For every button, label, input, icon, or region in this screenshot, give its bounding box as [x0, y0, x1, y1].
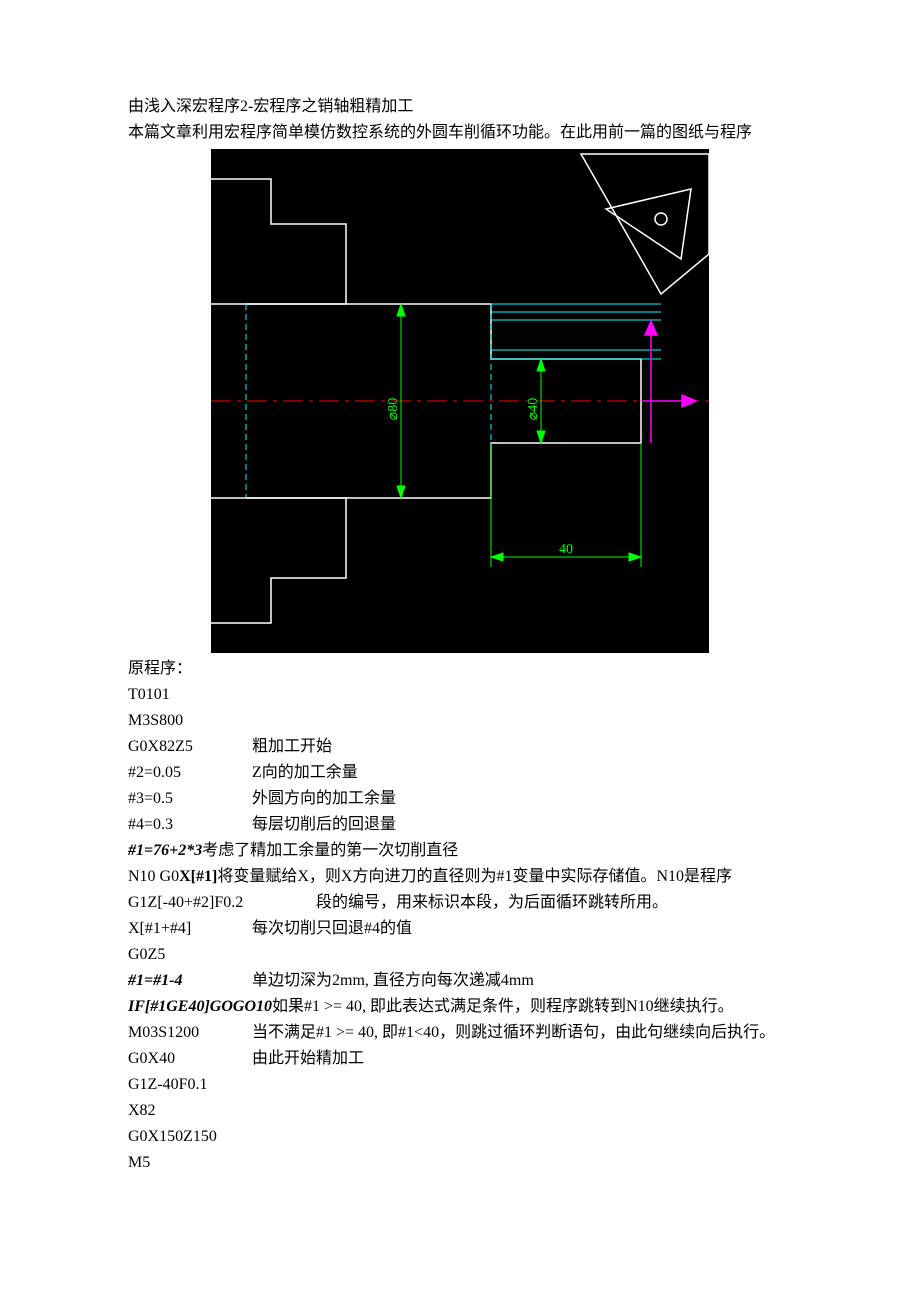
- code-line-2: G0X82Z5粗加工开始: [128, 735, 792, 759]
- title: 由浅入深宏程序2-宏程序之销轴粗精加工: [128, 95, 792, 119]
- code-line-9: G1Z[-40+#2]F0.2 段的编号，用来标识本段，为后面循环跳转所用。: [128, 891, 792, 915]
- tail-line-3: M5: [128, 1151, 792, 1175]
- motion-arrows: [641, 321, 696, 443]
- cmd: G0X40: [128, 1047, 252, 1071]
- tail-line-2: G0X150Z150: [128, 1125, 792, 1149]
- tail-line-0: G1Z-40F0.1: [128, 1073, 792, 1097]
- comment: 单边切深为2mm, 直径方向每次递减4mm: [252, 969, 534, 993]
- comment: Z向的加工余量: [252, 761, 358, 785]
- tool-insert: [581, 154, 709, 294]
- cmd-bold: X[#1]: [179, 868, 217, 885]
- cmd: M03S1200: [128, 1021, 252, 1045]
- cmd: #1=76+2*3: [128, 842, 202, 859]
- code-line-12: #1=#1-4 单边切深为2mm, 直径方向每次递减4mm: [128, 969, 792, 993]
- code-line-4: #3=0.5外圆方向的加工余量: [128, 787, 792, 811]
- cmd: #1=#1-4: [128, 969, 252, 993]
- diagram-container: ⌀80 ⌀40 40: [128, 149, 792, 653]
- comment: 每次切削只回退#4的值: [252, 917, 412, 941]
- code-block: T0101M3S800G0X82Z5粗加工开始#2=0.05Z向的加工余量#3=…: [128, 683, 792, 837]
- comment: 由此开始精加工: [252, 1047, 364, 1071]
- tail-line-1: X82: [128, 1099, 792, 1123]
- code-line-0: T0101: [128, 683, 792, 707]
- code-line-15: G0X40 由此开始精加工: [128, 1047, 792, 1071]
- cmd: #3=0.5: [128, 787, 252, 811]
- code-line-8: N10 G0X[#1]将变量赋给X，则X方向进刀的直径则为#1变量中实际存储值。…: [128, 865, 792, 889]
- comment: 粗加工开始: [252, 735, 332, 759]
- code-line-7: #1=76+2*3考虑了精加工余量的第一次切削直径: [128, 839, 792, 863]
- comment: 当不满足#1 >= 40, 即#1<40，则跳过循环判断语句，由此句继续向后执行…: [252, 1021, 775, 1045]
- diagram-svg: ⌀80 ⌀40 40: [211, 149, 709, 653]
- cmd: G1Z[-40+#2]F0.2: [128, 891, 316, 915]
- dim-80-text: ⌀80: [386, 398, 401, 420]
- comment: 外圆方向的加工余量: [252, 787, 396, 811]
- code-line-5: #4=0.3每层切削后的回退量: [128, 813, 792, 837]
- code-line-3: #2=0.05Z向的加工余量: [128, 761, 792, 785]
- comment: 将变量赋给X，则X方向进刀的直径则为#1变量中实际存储值。N10是程序: [217, 868, 732, 885]
- dim-40-len-text: 40: [559, 542, 573, 557]
- comment: 如果#1 >= 40, 即此表达式满足条件，则程序跳转到N10继续执行。: [272, 998, 734, 1015]
- dim-40-dia-text: ⌀40: [526, 398, 541, 420]
- cmd: IF[#1GE40]GOGO10: [128, 998, 272, 1015]
- cmd: X[#1+#4]: [128, 917, 252, 941]
- cmd: #4=0.3: [128, 813, 252, 837]
- comment: 每层切削后的回退量: [252, 813, 396, 837]
- cad-diagram: ⌀80 ⌀40 40: [211, 149, 709, 653]
- tail-block: G1Z-40F0.1X82G0X150Z150M5: [128, 1073, 792, 1175]
- code-line-10: X[#1+#4] 每次切削只回退#4的值: [128, 917, 792, 941]
- comment: 考虑了精加工余量的第一次切削直径: [202, 842, 458, 859]
- intro: 本篇文章利用宏程序简单模仿数控系统的外圆车削循环功能。在此用前一篇的图纸与程序: [128, 121, 792, 145]
- code-line-1: M3S800: [128, 709, 792, 733]
- comment: 段的编号，用来标识本段，为后面循环跳转所用。: [316, 891, 668, 915]
- code-line-11: G0Z5: [128, 943, 792, 967]
- code-line-14: M03S1200 当不满足#1 >= 40, 即#1<40，则跳过循环判断语句，…: [128, 1021, 792, 1045]
- cmd: M3S800: [128, 709, 252, 733]
- cmd: T0101: [128, 683, 252, 707]
- section-label: 原程序：: [128, 657, 792, 681]
- code-line-13: IF[#1GE40]GOGO10如果#1 >= 40, 即此表达式满足条件，则程…: [128, 995, 792, 1019]
- cmd: G0X82Z5: [128, 735, 252, 759]
- cmd-prefix: N10 G0: [128, 868, 179, 885]
- cmd: #2=0.05: [128, 761, 252, 785]
